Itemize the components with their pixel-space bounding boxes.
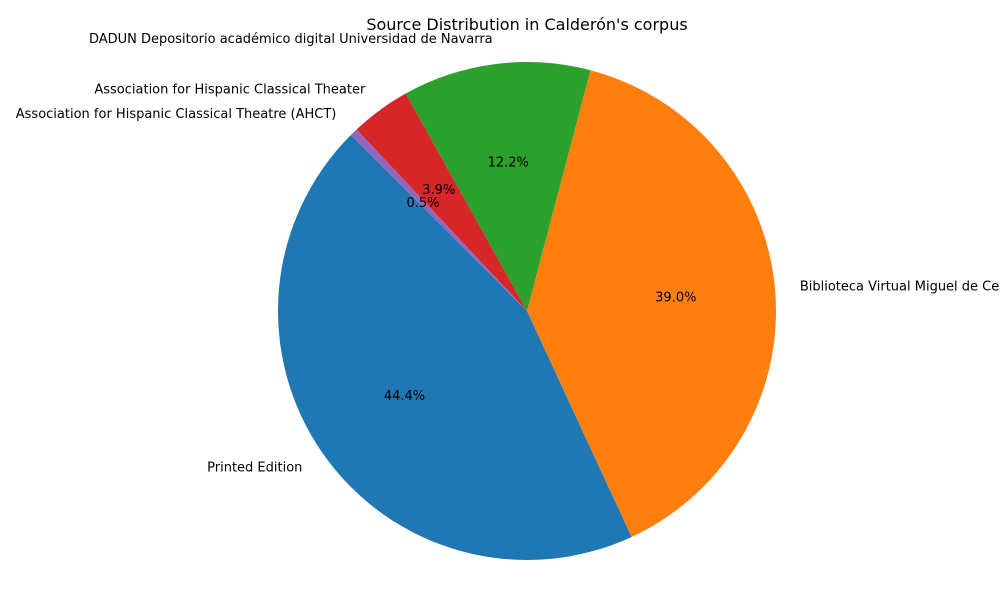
slice-category-label: Biblioteca Virtual Miguel de Cervantes [800, 279, 1000, 294]
slice-percent-label: 3.9% [422, 183, 455, 198]
slice-category-label: Printed Edition [207, 460, 302, 475]
pie-slice-biblioteca-virtual-miguel-de-cervantes [527, 70, 776, 537]
pie-slice-association-for-hispanic-classical-theatre-ahct [350, 129, 527, 311]
slice-category-label: Association for Hispanic Classical Theat… [94, 82, 366, 97]
slice-category-label: Association for Hispanic Classical Theat… [16, 107, 337, 122]
slice-percent-label: 39.0% [655, 290, 696, 305]
pie-slices [278, 62, 776, 560]
slice-percent-label: 12.2% [488, 155, 529, 170]
pie-slice-association-for-hispanic-classical-theater [356, 93, 527, 311]
slice-percent-label: 44.4% [384, 389, 425, 404]
slice-category-label: DADUN Depositorio académico digital Univ… [89, 32, 493, 47]
chart-title: Source Distribution in Calderón's corpus [366, 15, 687, 34]
pie-labels: 44.4% Printed Edition 39.0% Biblioteca Virt… [16, 32, 1000, 476]
slice-percent-label: 0.5% [407, 196, 440, 211]
pie-slice-dadun-depositorio-acad-mico-digital-universidad-de-navarra [405, 62, 591, 312]
pie-slice-printed-edition [278, 134, 632, 560]
